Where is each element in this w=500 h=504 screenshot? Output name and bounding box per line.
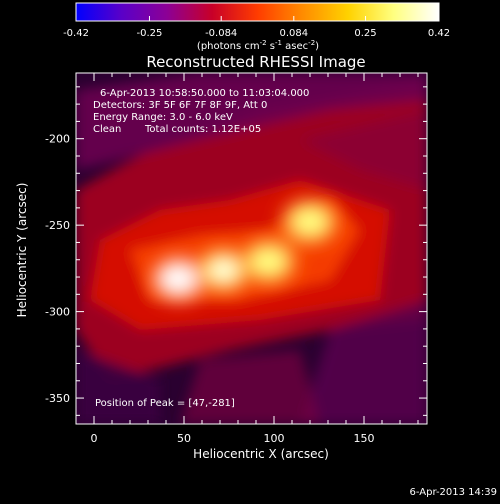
source-layer <box>148 197 340 303</box>
x-tick-label: 0 <box>91 432 98 445</box>
colorbar-tick-label: 0.42 <box>428 28 450 39</box>
y-tick-label: -250 <box>45 219 70 232</box>
annotation-peak-position: Position of Peak = [47,-281] <box>95 398 235 409</box>
x-axis-ticks: 0 50 100 150 <box>75 73 419 445</box>
annotation-time-range: 6-Apr-2013 10:58:50.000 to 11:03:04.000 <box>100 88 309 99</box>
x-axis-label: Heliocentric X (arcsec) <box>193 447 329 461</box>
colorbar-tick-label: -0.084 <box>205 28 237 39</box>
y-axis-ticks: -200 -250 -300 -350 <box>45 86 427 416</box>
annotation-detectors: Detectors: 3F 5F 6F 7F 8F 9F, Att 0 <box>93 100 267 111</box>
y-axis-label: Heliocentric Y (arcsec) <box>15 183 29 318</box>
colorbar-ticks: -0.42 -0.25 -0.084 0.084 0.25 0.42 <box>63 16 450 39</box>
x-tick-label: 150 <box>354 432 375 445</box>
source-core <box>258 253 279 270</box>
colorbar <box>75 2 440 22</box>
y-tick-label: -300 <box>45 306 70 319</box>
colorbar-tick-label: 0.25 <box>354 28 376 39</box>
colorbar-tick-label: -0.42 <box>63 28 89 39</box>
x-tick-label: 50 <box>177 432 191 445</box>
source-core <box>168 270 189 287</box>
plot-frame <box>75 72 428 425</box>
y-tick-label: -350 <box>45 392 70 405</box>
footer-timestamp: 6-Apr-2013 14:39 <box>410 487 497 498</box>
chart-title: Reconstructed RHESSI Image <box>146 53 365 71</box>
colorbar-tick-label: 0.084 <box>279 28 308 39</box>
source-core <box>213 262 234 279</box>
annotation-total-counts: Total counts: 1.12E+05 <box>144 124 261 135</box>
heatmap-image <box>76 73 427 424</box>
annotation-clean: Clean <box>93 124 121 135</box>
annotation-energy-range: Energy Range: 3.0 - 6.0 keV <box>93 112 233 123</box>
colorbar-tick-label: -0.25 <box>137 28 163 39</box>
source-core <box>300 213 320 230</box>
y-tick-label: -200 <box>45 133 70 146</box>
colorbar-unit-label: (photons cm-2 s-1 asec-2) <box>197 39 319 52</box>
x-tick-label: 100 <box>264 432 285 445</box>
